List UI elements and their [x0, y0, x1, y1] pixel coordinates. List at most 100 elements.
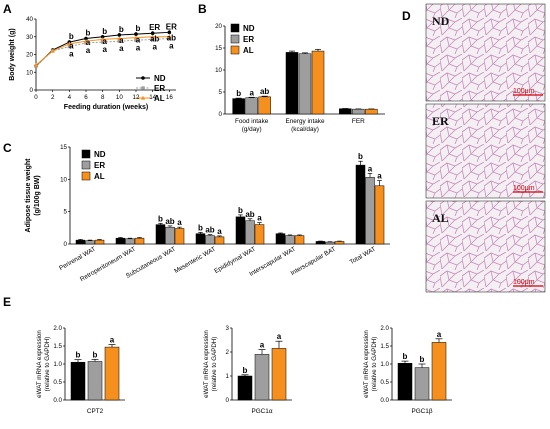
- y-axis-title: eWAT mRNA expression: [203, 330, 210, 398]
- y-tick-label: 0: [226, 397, 230, 404]
- panel-d-histology: ND 100μm ER 100μm AL 100μm: [425, 3, 546, 293]
- significance-letter: b: [102, 27, 107, 36]
- point-er: [67, 44, 72, 49]
- y-tick-label: 0.0: [380, 397, 389, 404]
- y-tick-label: 0.0: [53, 397, 62, 404]
- x-tick-label: 6: [84, 94, 88, 101]
- bar-al: [104, 346, 120, 401]
- point-nd: [150, 31, 155, 35]
- point-al: [100, 37, 105, 42]
- y-tick-label: 1.0: [53, 361, 62, 368]
- significance-letter: b: [158, 214, 163, 223]
- y-tick-label: 1.5: [53, 343, 62, 350]
- x-category-label: Food intake: [235, 118, 269, 125]
- y-tick-label: 2: [226, 349, 230, 356]
- panel-e-cpt2-chart: 0.0 0.5 1.0 1.5 2.0 b b a CPT2 eWAT mRNA expressi…: [36, 325, 125, 415]
- significance-letter: ab: [205, 226, 214, 235]
- histology-label-nd: ND: [432, 14, 450, 28]
- x-category-label: (kcal/day): [291, 126, 319, 133]
- x-category-label: CPT2: [87, 408, 104, 415]
- y-tick-label: 30: [26, 34, 33, 41]
- bar-al: [431, 342, 447, 401]
- legend-swatch-nd: [230, 23, 240, 33]
- x-category-label: Perirenal WAT: [58, 246, 97, 273]
- bar-er: [298, 53, 312, 115]
- y-axis-title: Body weight (g): [9, 28, 16, 81]
- y-tick-label: 20: [26, 52, 33, 59]
- bar-er: [125, 238, 135, 245]
- bar-al: [365, 108, 378, 115]
- y-tick-label: 0.5: [53, 379, 62, 386]
- y-tick-label: 20: [215, 23, 222, 30]
- point-er: [100, 40, 105, 44]
- significance-letter: a: [177, 218, 182, 227]
- legend-label-nd: ND: [154, 74, 166, 83]
- significance-letter: ER: [149, 23, 160, 32]
- significance-letter: a: [152, 42, 157, 51]
- significance-letter: ab: [150, 34, 159, 43]
- point-nd: [117, 33, 122, 37]
- legend-label-al: AL: [243, 46, 254, 55]
- y-axis-title: (relative to GAPDH): [211, 337, 218, 392]
- y-tick-label: 10: [26, 69, 33, 76]
- significance-letter: b: [119, 25, 124, 34]
- panel-e-pgc1a-chart: 0 1 2 3 b a a PGC1α eWAT mRNA expression (relativ…: [203, 325, 292, 415]
- point-al: [117, 36, 122, 41]
- bar-er: [87, 361, 103, 401]
- legend-swatch-nd: [81, 149, 91, 159]
- bar-nd: [235, 216, 246, 245]
- significance-letter: b: [238, 206, 243, 215]
- significance-letter: b: [76, 351, 81, 360]
- y-tick-label: 10: [60, 176, 67, 183]
- bar-nd: [195, 233, 206, 245]
- x-category-label: Total WAT: [349, 246, 377, 266]
- significance-letter: a: [437, 330, 442, 339]
- scale-label-nd: 100μm: [513, 88, 535, 95]
- bar-nd: [70, 361, 86, 401]
- histology-image-nd: [425, 3, 546, 102]
- x-category-label: Interscapular BAT: [290, 246, 337, 277]
- bar-al: [258, 96, 271, 115]
- bar-nd: [355, 164, 366, 245]
- significance-letter: a: [102, 45, 107, 54]
- legend-marker-al: [140, 95, 146, 100]
- series-line-er: [35, 38, 170, 67]
- legend-marker-nd: [141, 76, 145, 80]
- significance-letter: a: [249, 88, 254, 97]
- significance-letter: a: [69, 42, 74, 51]
- bar-nd: [232, 98, 245, 115]
- x-category-label: Mesenteric WAT: [173, 246, 217, 275]
- significance-letter: ER: [166, 22, 177, 31]
- significance-letter: ab: [260, 87, 269, 96]
- bar-nd: [397, 363, 413, 401]
- point-nd: [167, 30, 172, 35]
- y-tick-label: 3: [226, 325, 230, 332]
- y-tick-label: 0: [219, 111, 223, 118]
- histology-image-al: [425, 200, 546, 293]
- panel-label-c: C: [3, 141, 12, 155]
- significance-letter: ab: [165, 217, 174, 226]
- bar-er: [352, 108, 365, 115]
- x-category-label: FER: [352, 118, 365, 125]
- point-al: [133, 35, 139, 40]
- significance-letter: b: [69, 32, 74, 41]
- bar-er: [245, 97, 258, 115]
- y-tick-label: 15: [215, 45, 222, 52]
- bar-al: [254, 224, 265, 245]
- scale-label-al: 100μm: [513, 279, 535, 286]
- point-al: [50, 48, 55, 53]
- significance-letter: a: [217, 227, 222, 236]
- y-tick-label: 2.0: [380, 325, 389, 332]
- y-tick-label: 40: [26, 16, 33, 23]
- significance-letter: b: [236, 89, 241, 98]
- y-axis-title: (relative to GAPDH): [371, 337, 378, 392]
- bar-er: [325, 241, 335, 245]
- point-nd: [100, 34, 105, 39]
- panel-label-a: A: [3, 2, 12, 16]
- significance-letter: b: [198, 223, 203, 232]
- bar-al: [174, 228, 185, 245]
- significance-letter: a: [377, 172, 382, 181]
- panel-label-b: B: [198, 2, 207, 16]
- y-tick-label: 0: [64, 241, 68, 248]
- point-er: [150, 37, 155, 42]
